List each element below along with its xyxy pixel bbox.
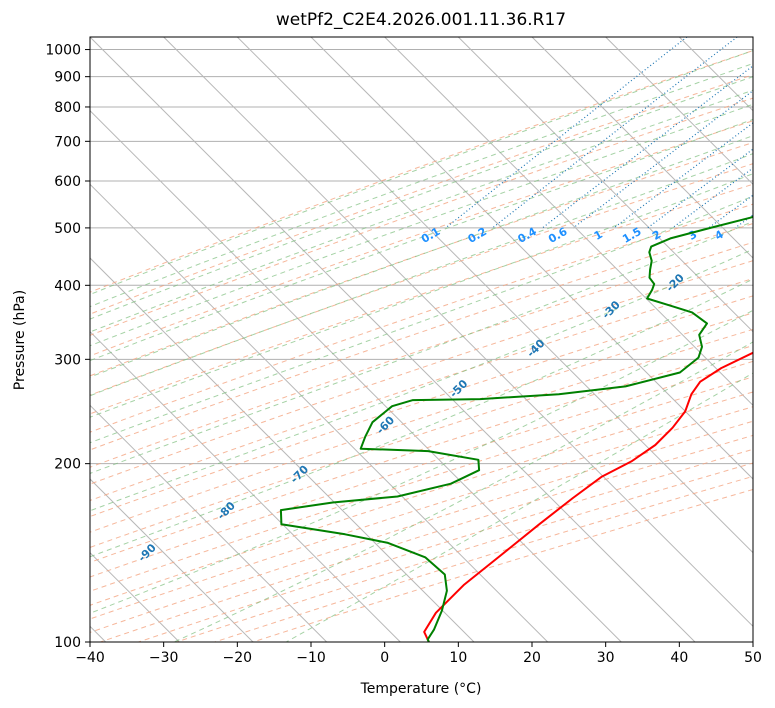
dry-adiabat-line xyxy=(90,141,753,377)
x-tick-label: −20 xyxy=(223,650,253,666)
x-tick-label: −40 xyxy=(75,650,105,666)
dry-adiabat-line xyxy=(90,74,753,315)
mixing-ratio-line xyxy=(445,37,688,229)
moist-adiabat-line xyxy=(90,63,753,308)
isotherm-line xyxy=(605,37,753,186)
y-axis-ticks: 1000 900 800 700 600 500 400 300 200 100 xyxy=(45,43,90,651)
dry-adiabat-line xyxy=(90,295,753,518)
dry-adiabat-line xyxy=(90,391,753,606)
moist-adiabat-line xyxy=(90,89,753,333)
moist-adiabat-line xyxy=(90,153,753,397)
plot-frame xyxy=(89,36,754,643)
mixing-ratio-line xyxy=(672,167,753,229)
y-tick-label: 100 xyxy=(54,635,81,651)
y-tick-label: 600 xyxy=(54,174,81,190)
dry-adiabat-line xyxy=(90,260,753,485)
dry-adiabat-line xyxy=(90,50,753,293)
x-tick-label: 30 xyxy=(597,650,615,666)
chart-title: wetPf2_C2E4.2026.001.11.36.R17 xyxy=(276,10,566,30)
background-lines xyxy=(90,37,753,642)
dewpoint-profile-line xyxy=(279,215,753,642)
dry-adiabat-label: -10 xyxy=(750,221,773,244)
moist-adiabat-line xyxy=(90,195,753,444)
y-tick-label: 700 xyxy=(54,134,81,150)
x-tick-label: 50 xyxy=(744,650,762,666)
dry-adiabat-line xyxy=(90,241,753,468)
x-tick-label: −10 xyxy=(296,650,326,666)
moist-adiabat-line xyxy=(90,248,753,512)
y-tick-label: 300 xyxy=(54,352,81,368)
x-tick-label: −30 xyxy=(149,650,179,666)
isotherm-line xyxy=(90,109,622,642)
sounding-profiles xyxy=(279,215,753,642)
isotherm-line xyxy=(90,37,696,642)
isotherm-line xyxy=(384,37,753,407)
x-tick-label: 0 xyxy=(380,650,389,666)
isotherm-line xyxy=(457,37,753,333)
dry-adiabat-line xyxy=(90,163,753,396)
isotherm-line xyxy=(90,257,475,642)
y-tick-label: 500 xyxy=(54,221,81,237)
temperature-profile-line xyxy=(423,351,753,642)
y-axis-title: Pressure (hPa) xyxy=(12,290,28,390)
y-tick-label: 200 xyxy=(54,457,81,473)
moist-adiabat-line xyxy=(90,309,753,614)
moist-adiabat-line xyxy=(90,173,753,418)
y-tick-label: 900 xyxy=(54,70,81,86)
x-tick-label: 20 xyxy=(523,650,541,666)
moist-adiabat-line xyxy=(90,76,753,320)
y-tick-label: 800 xyxy=(54,100,81,116)
dry-adiabat-line xyxy=(90,203,753,433)
moist-adiabat-line xyxy=(90,50,753,296)
isotherm-line xyxy=(90,330,401,642)
mixing-ratio-line xyxy=(613,122,753,229)
mixing-ratio-line xyxy=(542,65,753,229)
x-tick-label: 10 xyxy=(449,650,467,666)
isotherm-line xyxy=(236,37,753,554)
x-axis-ticks: −40 −30 −20 −10 0 10 20 30 40 50 xyxy=(75,642,762,666)
isotherm-line xyxy=(90,404,328,642)
moist-adiabat-line xyxy=(90,118,753,362)
y-tick-label: 1000 xyxy=(45,43,81,59)
y-tick-label: 400 xyxy=(54,278,81,294)
x-tick-label: 40 xyxy=(670,650,688,666)
dry-adiabat-line xyxy=(90,312,753,533)
isotherm-line xyxy=(90,478,254,642)
isotherm-line xyxy=(163,37,753,628)
x-axis-title: Temperature (°C) xyxy=(360,681,482,697)
dry-adiabat-line xyxy=(90,345,753,563)
isotherm-line xyxy=(90,183,549,642)
